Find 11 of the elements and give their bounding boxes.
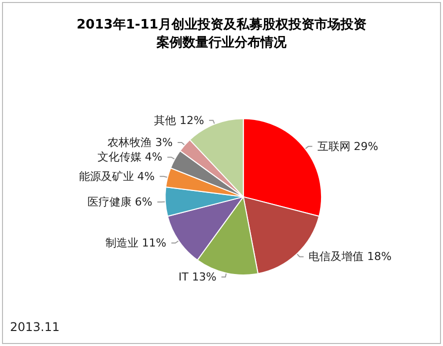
chart-title: 2013年1-11月创业投资及私募股权投资市场投资案例数量行业分布情况	[76, 16, 366, 50]
slice-label: 制造业 11%	[105, 236, 166, 250]
slice-label: 其他 12%	[154, 114, 204, 127]
slice-label: 电信及增值 18%	[308, 250, 392, 264]
text: 2013.11	[10, 320, 60, 334]
slice-label: 农林牧渔 3%	[108, 136, 173, 149]
slice-label: IT 13%	[178, 270, 216, 284]
slice-label: 能源及矿业 4%	[78, 170, 155, 183]
slice-label: 互联网 29%	[317, 140, 378, 153]
slice-label: 医疗健康 6%	[87, 195, 152, 208]
slice-label: 文化传媒 4%	[97, 150, 162, 164]
